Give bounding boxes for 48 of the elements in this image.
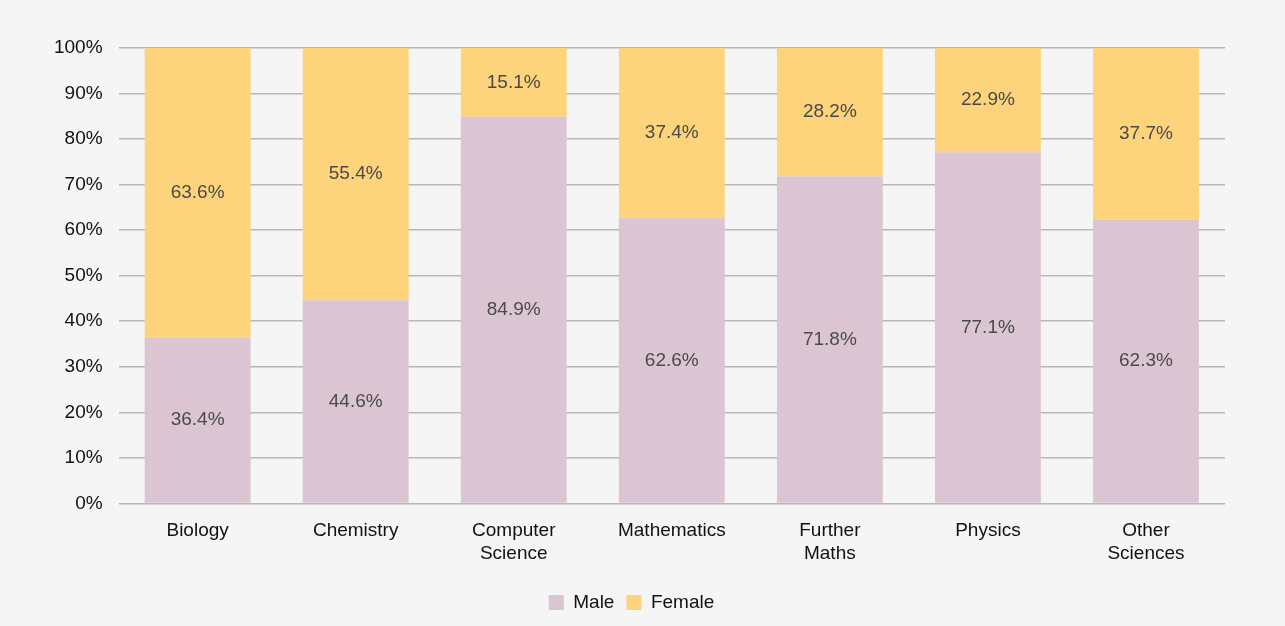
y-tick-label: 0% — [75, 491, 103, 513]
data-label: 28.2% — [802, 100, 857, 122]
bar — [776, 176, 883, 503]
data-label: 22.9% — [960, 88, 1015, 110]
bar — [1093, 219, 1199, 503]
y-tick-label: 100% — [53, 36, 103, 58]
y-tick-label: 10% — [64, 446, 103, 468]
bar — [302, 300, 409, 503]
y-tick-label: 40% — [64, 309, 103, 331]
x-tick-label: Computer Science — [472, 519, 557, 563]
y-tick-label: 30% — [64, 355, 103, 377]
bar — [144, 48, 251, 338]
x-tick-label: Biology — [166, 519, 230, 541]
x-tick-label: Other Sciences — [1107, 519, 1185, 563]
legend-label: Female — [650, 590, 715, 612]
bar — [302, 48, 409, 301]
y-tick-label: 50% — [64, 263, 103, 285]
data-label: 15.1% — [486, 70, 541, 92]
bar — [934, 152, 1041, 503]
bar — [934, 48, 1041, 153]
data-label: 77.1% — [960, 315, 1015, 337]
data-label: 71.8% — [802, 327, 857, 349]
y-tick-label: 60% — [64, 218, 103, 240]
legend-label: Male — [573, 590, 615, 612]
x-tick-label: Physics — [955, 519, 1021, 541]
bar — [776, 48, 883, 177]
x-tick-label: Further Maths — [799, 519, 862, 563]
y-tick-label: 70% — [64, 172, 103, 194]
bar — [618, 218, 725, 503]
x-tick-label: Mathematics — [617, 519, 726, 541]
y-tick-label: 80% — [64, 127, 103, 149]
data-label: 62.3% — [1119, 349, 1174, 371]
data-label: 44.6% — [328, 389, 383, 411]
bar — [460, 116, 567, 503]
data-label: 36.4% — [170, 408, 225, 430]
y-tick-label: 20% — [64, 400, 103, 422]
bar — [618, 48, 725, 219]
bar — [460, 48, 567, 117]
bar — [1093, 48, 1199, 220]
data-label: 63.6% — [170, 181, 225, 203]
data-label: 84.9% — [486, 297, 541, 319]
data-label: 37.7% — [1119, 122, 1174, 144]
bar — [144, 337, 251, 503]
data-label: 62.6% — [644, 348, 699, 370]
data-label: 55.4% — [328, 162, 383, 184]
y-tick-label: 90% — [64, 81, 103, 103]
data-label: 37.4% — [644, 121, 699, 143]
x-tick-label: Chemistry — [312, 519, 399, 541]
